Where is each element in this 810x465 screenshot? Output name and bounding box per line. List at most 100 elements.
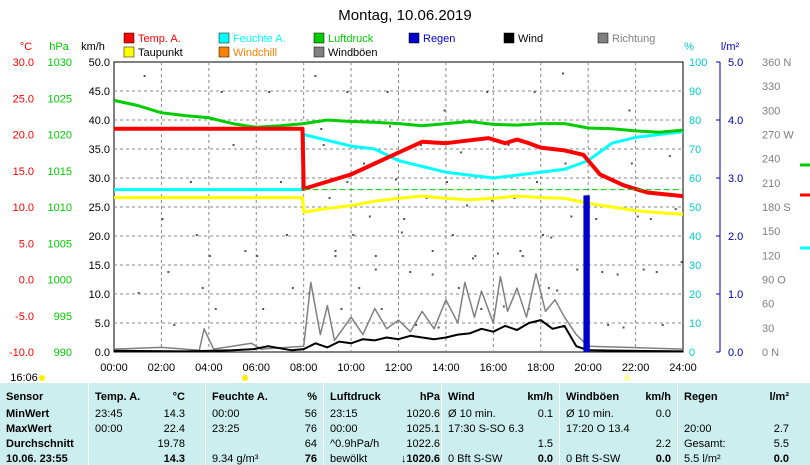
table-cell-label: 23:25 bbox=[212, 423, 240, 435]
direction-dots bbox=[137, 72, 683, 329]
direction-dot bbox=[437, 326, 440, 329]
tick-label-press: 1000 bbox=[48, 275, 72, 287]
axis-unit-rain: l/m² bbox=[721, 41, 740, 53]
tick-label-dir: 270 W bbox=[762, 130, 794, 142]
direction-dot bbox=[189, 181, 192, 183]
tick-label-temp: 25.0 bbox=[13, 93, 34, 105]
legend-swatch bbox=[218, 32, 230, 44]
direction-dot bbox=[400, 231, 403, 234]
direction-dot bbox=[374, 268, 377, 271]
tick-label-wind: 15.0 bbox=[89, 260, 110, 272]
table-cell-label: bewölkt bbox=[330, 453, 368, 465]
tick-label-humid: 90 bbox=[689, 86, 701, 98]
direction-dot bbox=[214, 308, 217, 310]
table-col-unit: km/h bbox=[527, 391, 553, 403]
direction-dot bbox=[285, 234, 288, 236]
tick-label-x: 02:00 bbox=[148, 362, 176, 374]
legend-label: Richtung bbox=[612, 33, 655, 45]
tick-label-temp: 15.0 bbox=[13, 166, 34, 178]
table-cell-value: 0.0 bbox=[537, 453, 553, 465]
legend-swatch bbox=[313, 46, 325, 58]
direction-dot bbox=[502, 305, 505, 308]
table-cell-value: 5.5 bbox=[773, 438, 789, 450]
table-separator bbox=[205, 383, 206, 465]
direction-dot bbox=[466, 204, 469, 207]
direction-dot bbox=[291, 287, 294, 289]
tick-label-wind: 0.0 bbox=[95, 347, 110, 359]
series-luftdruck-line bbox=[113, 98, 684, 134]
axis-unit-press: hPa bbox=[49, 41, 69, 53]
table-col-unit: % bbox=[307, 391, 317, 403]
tick-label-rain: 0.0 bbox=[728, 347, 743, 359]
direction-dot bbox=[167, 271, 170, 273]
direction-dot bbox=[362, 162, 365, 165]
legend-swatch bbox=[408, 32, 420, 44]
legend-swatch bbox=[597, 32, 609, 44]
tick-label-temp: -10.0 bbox=[9, 347, 34, 359]
tick-label-press: 1015 bbox=[48, 166, 72, 178]
direction-dot bbox=[655, 271, 658, 273]
table-col-title: Wind bbox=[448, 391, 475, 403]
table-separator bbox=[677, 383, 678, 465]
direction-dot bbox=[471, 257, 474, 260]
tick-label-wind: 35.0 bbox=[89, 144, 110, 156]
tick-label-temp: 20.0 bbox=[13, 130, 34, 142]
tick-label-x: 16:00 bbox=[480, 362, 508, 374]
table-cell-value: 0.1 bbox=[537, 408, 553, 420]
tick-label-press: 1030 bbox=[48, 57, 72, 69]
tick-label-rain: 5.0 bbox=[728, 57, 743, 69]
tick-label-rain: 1.0 bbox=[728, 289, 743, 301]
table-cell-value: ↓1020.6 bbox=[400, 453, 440, 465]
table-cell-value: 1.5 bbox=[537, 438, 553, 450]
table-cell-label: 17:30 S-SO 6.3 bbox=[448, 423, 524, 435]
direction-dot bbox=[358, 287, 361, 289]
table-cell-label: 5.5 l/m² bbox=[684, 453, 721, 465]
tick-label-wind: 45.0 bbox=[89, 86, 110, 98]
tick-label-wind: 5.0 bbox=[95, 318, 110, 330]
axis-unit-temp: °C bbox=[20, 41, 32, 53]
direction-dot bbox=[346, 181, 349, 183]
tick-label-rain: 3.0 bbox=[728, 173, 743, 185]
direction-dot bbox=[268, 91, 271, 93]
direction-dot bbox=[564, 162, 567, 165]
tick-label-x: 10:00 bbox=[337, 362, 365, 374]
tick-label-wind: 20.0 bbox=[89, 231, 110, 243]
direction-dot bbox=[445, 181, 448, 183]
direction-dot bbox=[220, 91, 223, 93]
direction-dot bbox=[562, 72, 565, 75]
direction-dot bbox=[201, 287, 204, 289]
legend-swatch bbox=[503, 32, 515, 44]
tick-label-humid: 50 bbox=[689, 202, 701, 214]
tick-label-wind: 50.0 bbox=[89, 57, 110, 69]
direction-dot bbox=[334, 250, 337, 252]
tick-label-wind: 10.0 bbox=[89, 289, 110, 301]
direction-dot bbox=[649, 218, 652, 220]
tick-label-x: 18:00 bbox=[527, 362, 555, 374]
tick-label-humid: 10 bbox=[689, 318, 701, 330]
legend-swatch bbox=[218, 46, 230, 58]
direction-dot bbox=[457, 287, 460, 289]
direction-dot bbox=[474, 255, 477, 257]
tick-label-press: 1020 bbox=[48, 130, 72, 142]
table-row-label: 10.06. 23:55 bbox=[6, 453, 68, 465]
table-separator bbox=[559, 383, 560, 465]
table-cell-label: 00:00 bbox=[330, 423, 358, 435]
tick-label-dir: 150 bbox=[762, 226, 780, 238]
table-row-label: MaxWert bbox=[6, 423, 52, 435]
direction-dot bbox=[403, 218, 406, 220]
tick-label-wind: 40.0 bbox=[89, 115, 110, 127]
tick-label-x: 12:00 bbox=[385, 362, 413, 374]
direction-dot bbox=[431, 273, 434, 276]
tick-label-rain: 4.0 bbox=[728, 115, 743, 127]
table-col-unit: hPa bbox=[419, 391, 440, 403]
table-cell-value: 1022.6 bbox=[406, 438, 440, 450]
table-cell-label: Ø 10 min. bbox=[448, 408, 496, 420]
tick-label-dir: 30 bbox=[762, 323, 774, 335]
table-cell-label: 17:20 O 13.4 bbox=[566, 423, 630, 435]
table-cell-value: 0.0 bbox=[655, 453, 671, 465]
tick-label-dir: 210 bbox=[762, 178, 780, 190]
table-col-unit: °C bbox=[172, 391, 185, 403]
direction-dot bbox=[607, 324, 610, 326]
direction-dot bbox=[320, 128, 323, 130]
table-col-title: Windböen bbox=[566, 391, 620, 403]
